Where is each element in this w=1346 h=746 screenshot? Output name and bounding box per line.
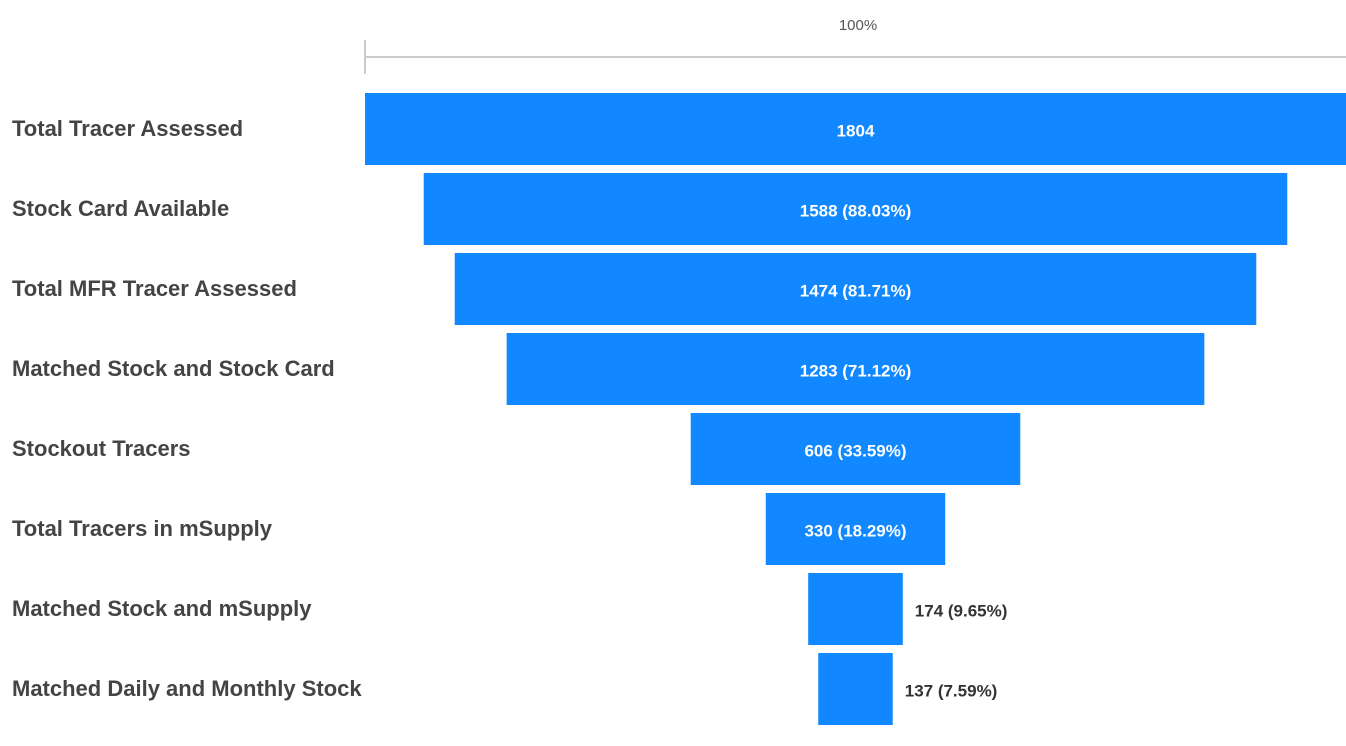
funnel-bar — [808, 573, 903, 645]
value-label: 137 (7.59%) — [905, 681, 998, 700]
category-label: Total MFR Tracer Assessed — [12, 276, 297, 301]
value-label: 1804 — [837, 121, 875, 140]
category-label: Matched Daily and Monthly Stock — [12, 676, 362, 701]
funnel-bar — [365, 93, 1346, 165]
value-label: 606 (33.59%) — [804, 441, 906, 460]
funnel-bar — [765, 493, 946, 565]
value-label: 330 (18.29%) — [804, 521, 906, 540]
value-label: 174 (9.65%) — [915, 601, 1008, 620]
funnel-bar — [423, 173, 1288, 245]
category-label: Matched Stock and mSupply — [12, 596, 312, 621]
axis-label: 100% — [839, 17, 877, 34]
category-label: Total Tracer Assessed — [12, 116, 243, 141]
category-label: Total Tracers in mSupply — [12, 516, 273, 541]
category-label: Stock Card Available — [12, 196, 229, 221]
category-label: Matched Stock and Stock Card — [12, 356, 335, 381]
funnel-bar — [818, 653, 893, 725]
value-label: 1283 (71.12%) — [800, 361, 912, 380]
value-label: 1474 (81.71%) — [800, 281, 912, 300]
category-label: Stockout Tracers — [12, 436, 191, 461]
funnel-bar — [690, 413, 1021, 485]
funnel-bar — [506, 333, 1205, 405]
funnel-bar — [454, 253, 1257, 325]
value-label: 1588 (88.03%) — [800, 201, 912, 220]
